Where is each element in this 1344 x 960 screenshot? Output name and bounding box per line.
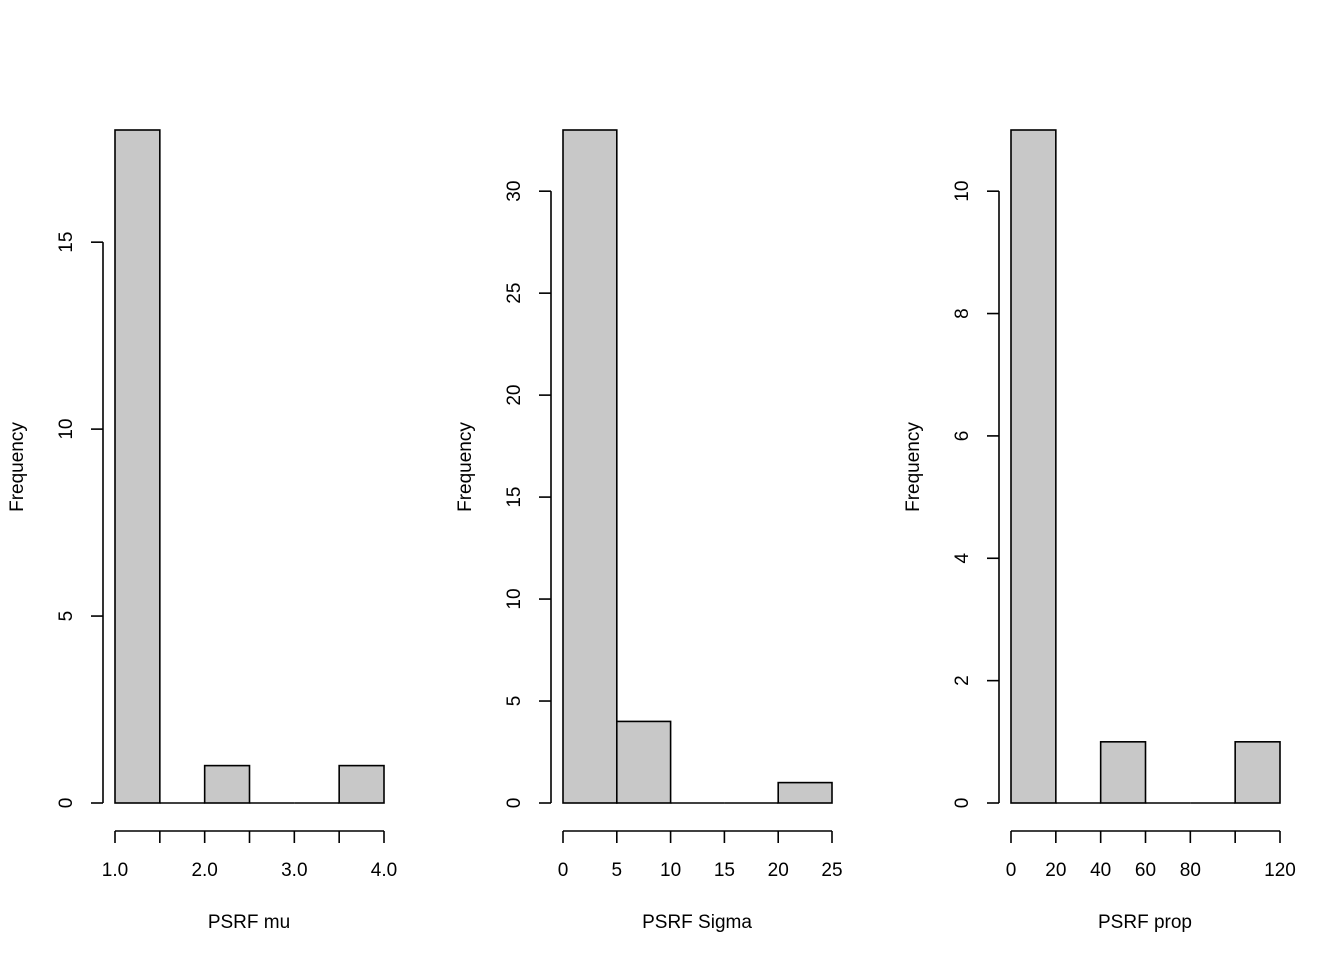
x-tick-label: 5 bbox=[612, 860, 623, 881]
x-tick-label: 1.0 bbox=[102, 860, 128, 881]
panel-psrf-mu: PSRF mu Frequency 1.0 2.0 3.0 4.0 0 5 10 15 bbox=[7, 129, 397, 933]
x-axis-label: PSRF prop bbox=[1098, 912, 1192, 933]
x-tick-label: 15 bbox=[714, 860, 735, 881]
y-tick-label: 25 bbox=[504, 283, 525, 304]
y-tick-label: 0 bbox=[952, 798, 973, 809]
y-tick-label: 0 bbox=[56, 798, 77, 809]
y-tick-label: 30 bbox=[504, 181, 525, 202]
x-tick-label: 60 bbox=[1135, 860, 1156, 881]
y-tick-label: 4 bbox=[952, 553, 973, 564]
x-tick-label: 20 bbox=[768, 860, 789, 881]
histogram-bar bbox=[777, 781, 833, 804]
x-tick-label: 80 bbox=[1180, 860, 1201, 881]
x-tick-label: 120 bbox=[1264, 860, 1296, 881]
y-tick-label: 5 bbox=[56, 611, 77, 622]
y-tick-label: 2 bbox=[952, 675, 973, 686]
x-tick-label: 10 bbox=[660, 860, 681, 881]
histogram-bar bbox=[114, 129, 161, 804]
x-tick-label: 2.0 bbox=[191, 860, 217, 881]
histogram-bar bbox=[1234, 741, 1281, 804]
panel-psrf-sigma: PSRF Sigma Frequency 0 5 10 15 20 25 0 5 10 15 20 2… bbox=[455, 129, 843, 933]
x-tick-label: 0 bbox=[1006, 860, 1017, 881]
y-tick-label: 15 bbox=[56, 232, 77, 253]
panel-psrf-prop: PSRF prop Frequency 0 20 40 60 80 120 0 2 4 6 8 10 bbox=[903, 129, 1296, 933]
histogram-bar bbox=[338, 764, 385, 804]
x-tick-label: 4.0 bbox=[371, 860, 397, 881]
x-tick-label: 0 bbox=[558, 860, 569, 881]
y-axis-label: Frequency bbox=[7, 422, 28, 512]
y-tick-label: 10 bbox=[504, 588, 525, 609]
x-tick-label: 3.0 bbox=[281, 860, 307, 881]
histogram-bar bbox=[1010, 129, 1057, 804]
x-tick-label: 20 bbox=[1045, 860, 1066, 881]
x-axis-label: PSRF mu bbox=[208, 912, 290, 933]
y-tick-label: 0 bbox=[504, 798, 525, 809]
y-tick-label: 15 bbox=[504, 487, 525, 508]
y-tick-label: 20 bbox=[504, 385, 525, 406]
y-tick-label: 5 bbox=[504, 696, 525, 707]
histogram-bar bbox=[615, 720, 672, 804]
y-tick-label: 10 bbox=[56, 419, 77, 440]
x-axis-label: PSRF Sigma bbox=[642, 912, 752, 933]
x-tick-label: 40 bbox=[1090, 860, 1111, 881]
y-axis-label: Frequency bbox=[903, 422, 924, 512]
histogram-bar bbox=[562, 129, 618, 804]
y-tick-label: 6 bbox=[952, 431, 973, 442]
y-tick-label: 10 bbox=[952, 181, 973, 202]
x-tick-label: 25 bbox=[821, 860, 842, 881]
histogram-bar bbox=[1099, 741, 1147, 804]
histogram-bar bbox=[203, 764, 251, 804]
y-axis-label: Frequency bbox=[455, 422, 476, 512]
y-tick-label: 8 bbox=[952, 308, 973, 319]
